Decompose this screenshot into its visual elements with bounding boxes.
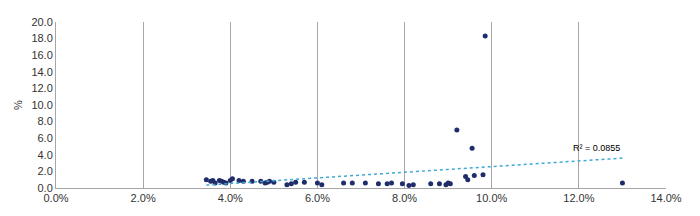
svg-text:2.0: 2.0 bbox=[38, 165, 53, 177]
svg-text:0.0: 0.0 bbox=[38, 182, 53, 194]
svg-text:16.0: 16.0 bbox=[31, 49, 52, 61]
svg-text:0.0%: 0.0% bbox=[43, 192, 68, 204]
svg-text:12.0%: 12.0% bbox=[563, 192, 594, 204]
svg-text:18.0: 18.0 bbox=[31, 32, 52, 44]
svg-text:2.0%: 2.0% bbox=[131, 192, 156, 204]
svg-text:20.0: 20.0 bbox=[31, 16, 52, 28]
svg-text:4.0%: 4.0% bbox=[218, 192, 243, 204]
svg-text:14.0: 14.0 bbox=[31, 66, 52, 78]
svg-text:14.0%: 14.0% bbox=[650, 192, 681, 204]
svg-text:10.0: 10.0 bbox=[31, 99, 52, 111]
svg-text:6.0: 6.0 bbox=[38, 132, 53, 144]
svg-text:12.0: 12.0 bbox=[31, 82, 52, 94]
svg-text:6.0%: 6.0% bbox=[305, 192, 330, 204]
svg-text:10.0%: 10.0% bbox=[476, 192, 507, 204]
svg-text:R² = 0.0855: R² = 0.0855 bbox=[573, 143, 620, 153]
svg-text:8.0%: 8.0% bbox=[392, 192, 417, 204]
svg-text:8.0: 8.0 bbox=[38, 115, 53, 127]
svg-text:%: % bbox=[12, 100, 24, 110]
svg-text:4.0: 4.0 bbox=[38, 149, 53, 161]
